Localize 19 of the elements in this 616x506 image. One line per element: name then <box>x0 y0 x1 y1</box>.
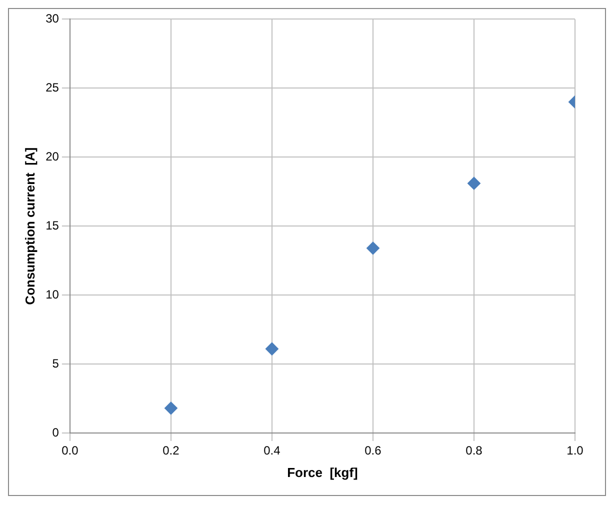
y-tick-label: 0 <box>52 425 60 440</box>
x-tick-label: 1.0 <box>566 444 584 458</box>
x-tick-label: 0.2 <box>162 444 180 458</box>
y-tick-label: 25 <box>46 80 60 94</box>
x-axis-title: Force [kgf] <box>287 464 358 480</box>
point <box>467 176 480 190</box>
point <box>265 342 278 356</box>
x-tick-label: 0.0 <box>62 444 79 458</box>
point <box>366 242 380 255</box>
y-tick-label: 20 <box>46 149 60 164</box>
x-tick-label: 0.8 <box>466 444 483 458</box>
y-tick-label: 5 <box>52 356 60 370</box>
y-tick-label: 10 <box>46 287 60 302</box>
y-tick-label: 30 <box>46 12 60 26</box>
y-axis-title: Consumption current [A] <box>22 147 38 305</box>
x-tick-label: 0.6 <box>364 444 382 458</box>
x-tick-label: 0.4 <box>264 444 281 458</box>
point <box>164 402 178 415</box>
y-tick-label: 15 <box>46 218 60 232</box>
